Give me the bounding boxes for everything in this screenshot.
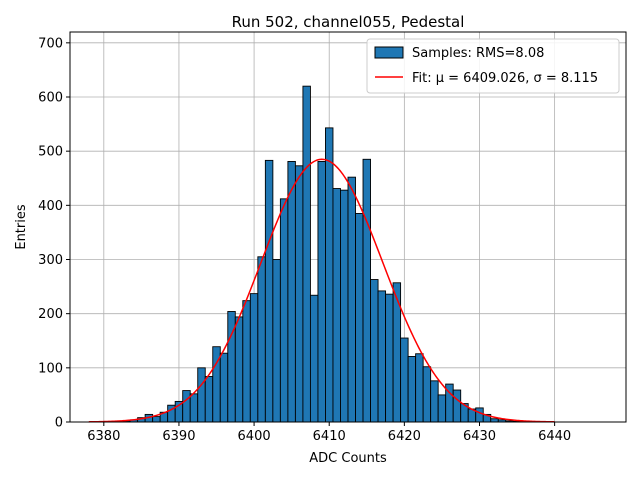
x-axis-title: ADC Counts [309, 451, 387, 466]
x-tick-label: 6390 [162, 429, 195, 444]
histogram-bar [189, 393, 199, 423]
y-tick-label: 200 [38, 307, 63, 322]
histogram-bar [407, 356, 417, 423]
grid [70, 32, 626, 423]
histogram-bar [249, 293, 259, 423]
histogram-bar [242, 300, 251, 423]
histogram-bar [422, 366, 432, 423]
x-axis-ticks: 6380 6390 6400 6410 6420 6430 6440 [87, 422, 571, 444]
legend-swatch-samples [374, 46, 404, 59]
legend: Samples: RMS=8.08 Fit: μ = 6409.026, σ =… [366, 38, 620, 94]
y-tick-label: 300 [38, 253, 63, 268]
histogram-bar [415, 353, 424, 423]
histogram-bar [362, 158, 371, 423]
histogram-bar [332, 188, 341, 423]
legend-label-fit: Fit: μ = 6409.026, σ = 8.115 [412, 71, 598, 86]
histogram-bar [340, 189, 349, 423]
histogram-bar [279, 198, 289, 423]
y-axis-title: Entries [14, 204, 29, 250]
histogram-bar [264, 159, 274, 423]
histogram-bar [475, 407, 484, 423]
y-tick-label: 600 [38, 91, 63, 106]
chart-title: Run 502, channel055, Pedestal [232, 13, 465, 31]
histogram-bar [385, 293, 394, 423]
x-tick-label: 6410 [313, 429, 346, 444]
y-tick-label: 400 [38, 199, 63, 214]
histogram-bars [114, 85, 529, 423]
histogram-bar [272, 259, 281, 423]
histogram-bar [182, 390, 191, 423]
x-tick-label: 6430 [463, 429, 496, 444]
histogram-bar [257, 256, 266, 423]
histogram-bar [452, 389, 462, 423]
x-tick-label: 6400 [238, 429, 271, 444]
x-tick-label: 6420 [388, 429, 421, 444]
x-tick-label: 6440 [538, 429, 571, 444]
histogram-bar [287, 161, 296, 423]
histogram-bar [430, 380, 439, 423]
histogram-bar [152, 416, 161, 423]
histogram-bar [197, 367, 206, 423]
histogram-bar [317, 161, 326, 423]
y-tick-label: 0 [55, 416, 63, 431]
histogram-bar [355, 213, 364, 423]
legend-box [366, 38, 620, 94]
y-tick-label: 500 [38, 145, 63, 160]
histogram-bar [377, 290, 387, 423]
x-tick-label: 6380 [87, 429, 120, 444]
plot-frame [69, 31, 627, 423]
histogram-bar [219, 352, 229, 423]
histogram-bar [309, 294, 319, 423]
histogram-bar [204, 376, 214, 423]
histogram-bar [302, 85, 311, 423]
fit-curve [88, 158, 555, 423]
y-axis-ticks: 0 100 200 300 400 500 600 700 [38, 36, 70, 431]
histogram-bar [437, 394, 447, 423]
histogram-bar [294, 165, 304, 423]
y-tick-label: 100 [38, 361, 63, 376]
histogram-bar [347, 176, 356, 423]
legend-label-samples: Samples: RMS=8.08 [412, 46, 544, 61]
histogram-bar [325, 127, 334, 423]
histogram-bar [370, 279, 379, 423]
histogram-bar [400, 337, 409, 423]
y-tick-label: 700 [38, 36, 63, 51]
histogram-bar [234, 316, 244, 423]
